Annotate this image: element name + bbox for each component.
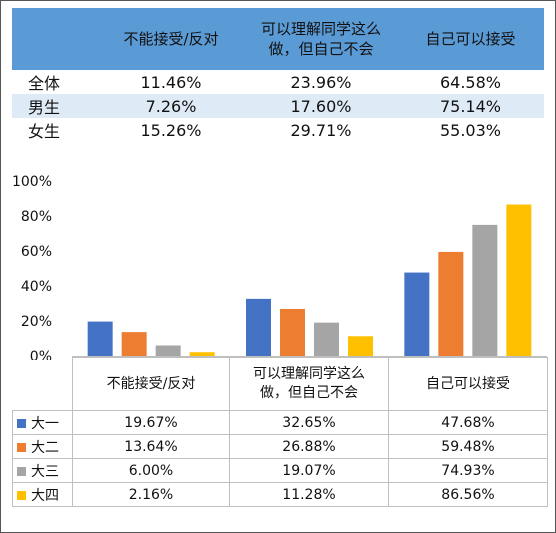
- summary-cell: 75.14%: [397, 94, 544, 118]
- data-table-cell: 13.64%: [72, 434, 230, 459]
- data-table-cell: 86.56%: [388, 482, 548, 507]
- summary-row: 全体 11.46% 23.96% 64.58%: [12, 70, 544, 94]
- summary-cell: 64.58%: [439, 72, 501, 92]
- data-table-row: 大三 6.00% 19.07% 74.93%: [12, 458, 548, 483]
- summary-cell: 11.46%: [140, 72, 202, 92]
- bar-大二: [280, 308, 305, 356]
- bar-大四: [348, 336, 373, 356]
- legend-key-dayi: 大一: [12, 410, 73, 435]
- bar-大一: [404, 272, 430, 356]
- data-table-cell: 11.28%: [229, 482, 389, 507]
- data-table-header-row: 不能接受/反对 可以理解同学这么 做，但自己不会 自己可以接受: [12, 357, 548, 411]
- summary-header-3: 自己可以接受: [397, 8, 544, 70]
- legend-key-dasi: 大四: [12, 482, 73, 507]
- summary-header-2: 可以理解同学这么 做，但自己不会: [245, 8, 397, 70]
- data-table-row: 大一 19.67% 32.65% 47.68%: [12, 410, 548, 435]
- data-table-cell: 6.00%: [72, 458, 230, 483]
- summary-row: 男生 7.26% 17.60% 75.14%: [12, 94, 544, 118]
- data-table-cell: 47.68%: [388, 410, 548, 435]
- bar-大三: [155, 345, 181, 356]
- y-tick-label: 80%: [21, 209, 52, 225]
- y-tick-label: 100%: [12, 174, 52, 190]
- bar-大二: [121, 332, 147, 356]
- summary-header-1: 不能接受/反对: [97, 8, 245, 70]
- bar-大三: [314, 322, 339, 356]
- y-tick-label: 0%: [30, 349, 52, 360]
- data-table-row: 大四 2.16% 11.28% 86.56%: [12, 482, 548, 507]
- summary-cell: 29.71%: [290, 120, 352, 140]
- summary-table: 不能接受/反对 可以理解同学这么 做，但自己不会 自己可以接受 全体 11.46%…: [12, 8, 544, 142]
- legend-swatch: [17, 491, 26, 500]
- summary-cell: 55.03%: [439, 120, 501, 140]
- summary-row-label: 男生: [12, 94, 97, 118]
- summary-cell: 15.26%: [140, 120, 202, 140]
- bar-大四: [189, 352, 215, 356]
- legend-swatch: [17, 467, 26, 476]
- bar-大一: [87, 321, 113, 356]
- bar-大二: [438, 251, 464, 356]
- y-tick-label: 40%: [21, 279, 52, 295]
- y-tick-label: 60%: [21, 244, 52, 260]
- data-table-category: 可以理解同学这么 做，但自己不会: [229, 357, 389, 411]
- bar-大四: [506, 204, 532, 356]
- data-table-cell: 19.07%: [229, 458, 389, 483]
- data-table-cell: 26.88%: [229, 434, 389, 459]
- data-table-cell: 74.93%: [388, 458, 548, 483]
- summary-row-label: 女生: [28, 122, 61, 141]
- chart-data-table: 不能接受/反对 可以理解同学这么 做，但自己不会 自己可以接受 大一 19.67%…: [12, 357, 548, 507]
- y-tick-label: 20%: [21, 314, 52, 330]
- summary-row-label: 全体: [28, 74, 61, 93]
- data-table-cell: 59.48%: [388, 434, 548, 459]
- legend-swatch: [17, 419, 26, 428]
- legend-swatch: [17, 443, 26, 452]
- summary-header-row: 不能接受/反对 可以理解同学这么 做，但自己不会 自己可以接受: [12, 8, 544, 70]
- bar-大三: [472, 224, 498, 356]
- data-table-category: 不能接受/反对: [72, 357, 230, 411]
- summary-header-blank: [12, 8, 97, 70]
- legend-key-daer: 大二: [12, 434, 73, 459]
- bar-chart: 0% 20% 40% 60% 80% 100%: [12, 174, 547, 360]
- summary-row: 女生 15.26% 29.71% 55.03%: [12, 118, 544, 142]
- summary-cell: 17.60%: [245, 94, 397, 118]
- legend-key-dasan: 大三: [12, 458, 73, 483]
- data-table-cell: 2.16%: [72, 482, 230, 507]
- data-table-row: 大二 13.64% 26.88% 59.48%: [12, 434, 548, 459]
- data-table-cell: 19.67%: [72, 410, 230, 435]
- data-table-category: 自己可以接受: [388, 357, 548, 411]
- data-table-header-blank: [12, 357, 73, 411]
- bar-大一: [246, 298, 271, 356]
- summary-cell: 23.96%: [290, 72, 352, 92]
- data-table-cell: 32.65%: [229, 410, 389, 435]
- summary-cell: 7.26%: [97, 94, 245, 118]
